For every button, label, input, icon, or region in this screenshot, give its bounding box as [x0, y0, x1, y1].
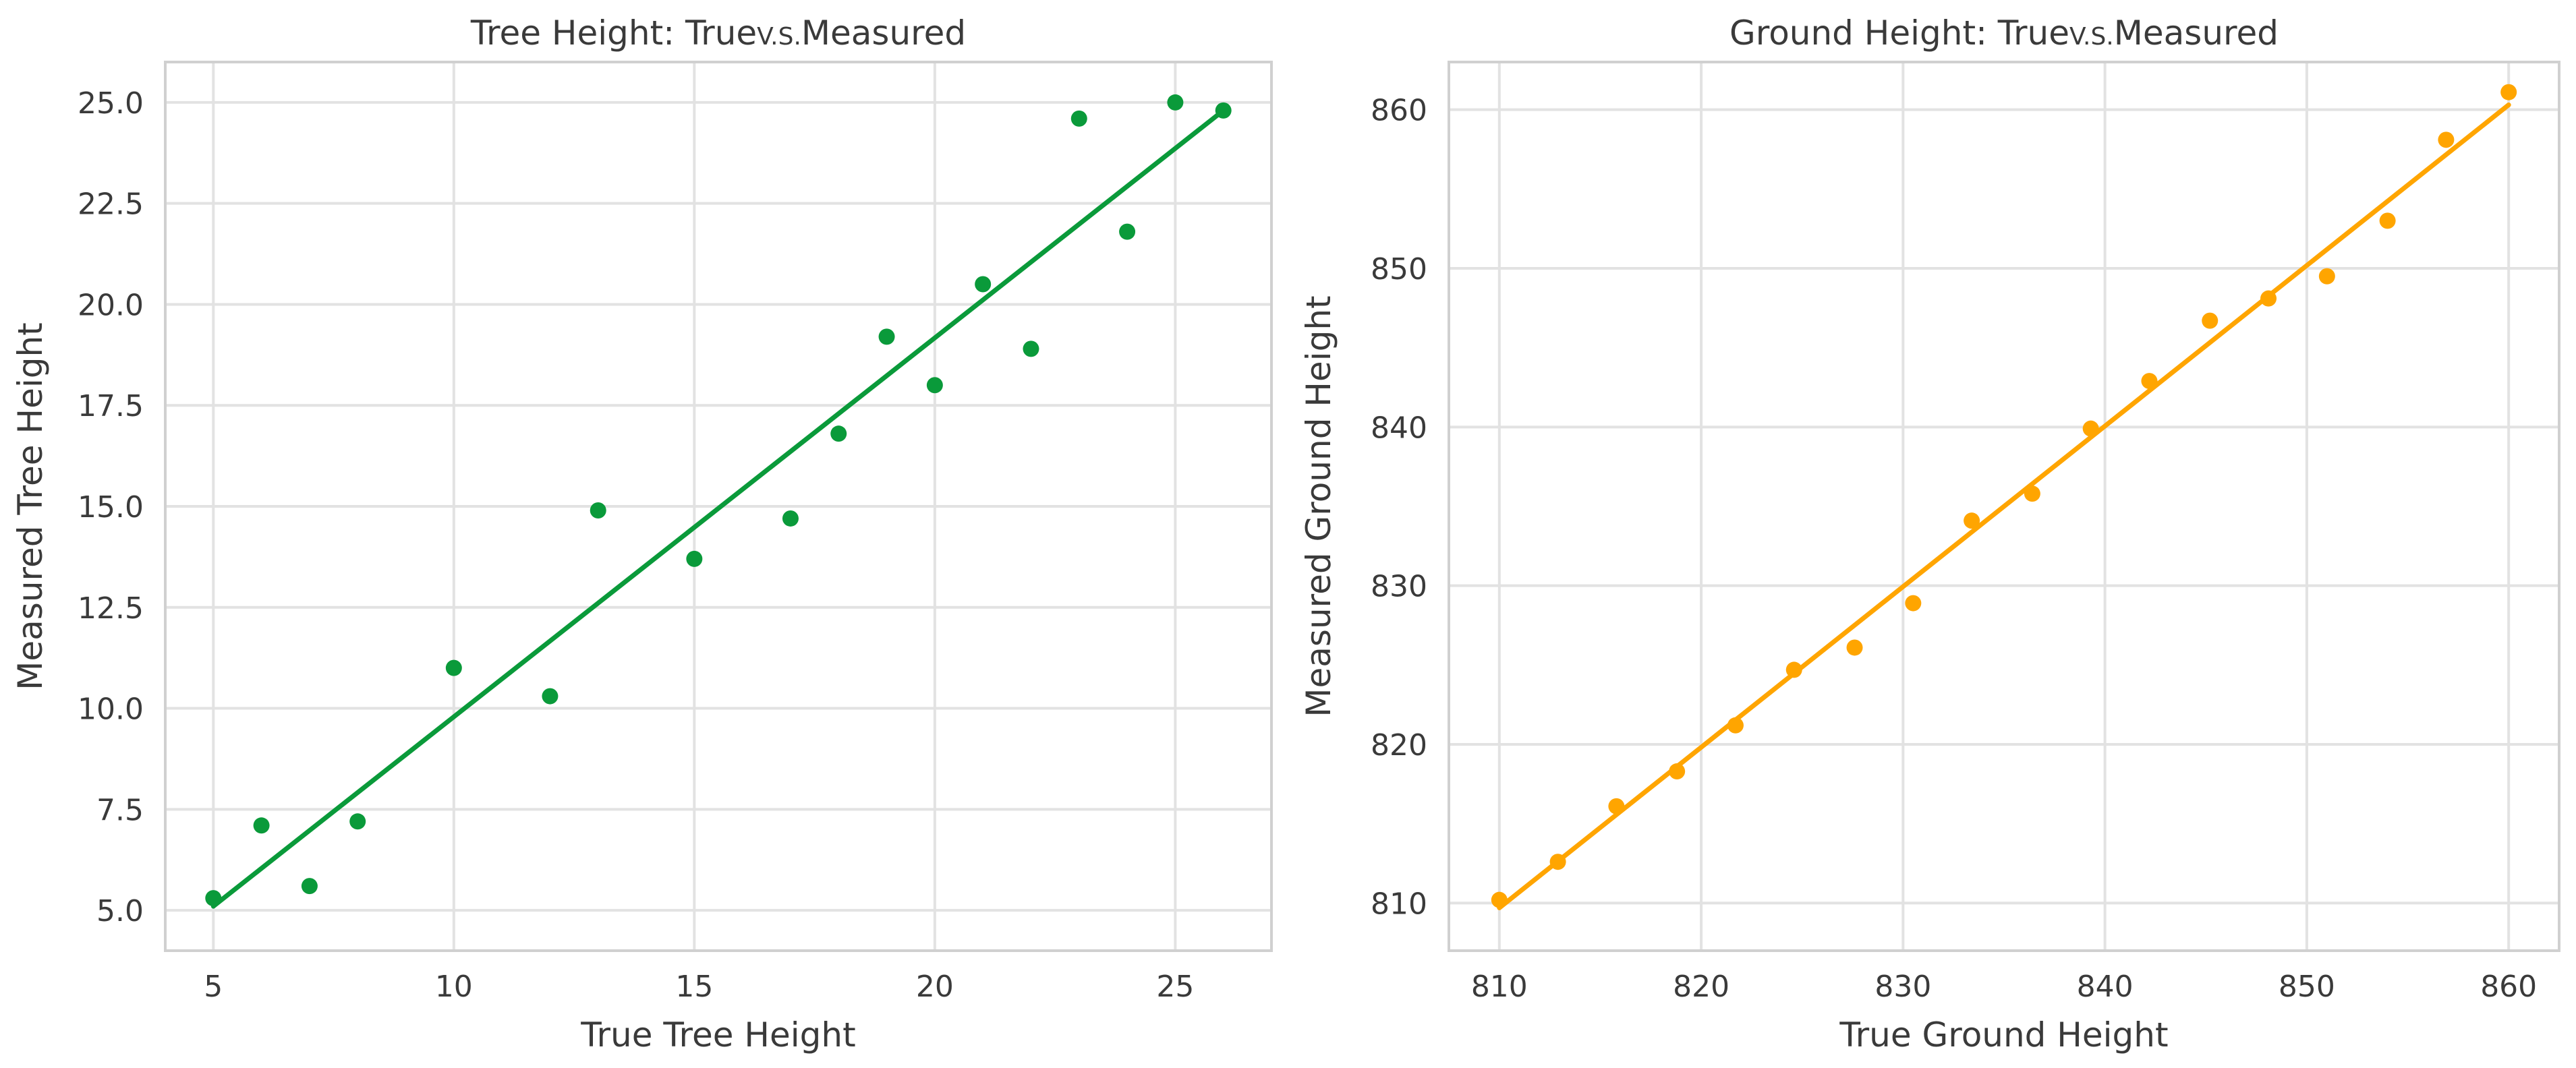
- data-point: [1167, 94, 1184, 111]
- title-main: Ground Height: True: [1729, 13, 2069, 53]
- y-axis-label: Measured Ground Height: [1299, 295, 1338, 717]
- data-point: [542, 688, 559, 705]
- data-point: [1023, 340, 1039, 357]
- data-point: [1669, 763, 1686, 780]
- chart-title: Tree Height: TrueV.S.Measured: [470, 13, 966, 53]
- y-tick-label: 830: [1371, 570, 1427, 604]
- title-main: Tree Height: True: [470, 13, 757, 53]
- chart-title: Ground Height: TrueV.S.Measured: [1729, 13, 2279, 53]
- data-point: [686, 550, 703, 567]
- data-point: [1964, 512, 1980, 529]
- data-point: [1608, 798, 1625, 814]
- x-tick-label: 25: [1156, 970, 1194, 1004]
- x-tick-label: 850: [2279, 970, 2335, 1004]
- data-point: [590, 502, 606, 518]
- data-point: [878, 328, 895, 345]
- x-tick-label: 830: [1874, 970, 1931, 1004]
- ground-height-chart: 810 820 830 840 850 860 810 820 830 840 850 860 Grou…: [1299, 13, 2560, 1055]
- x-tick-label: 810: [1471, 970, 1528, 1004]
- y-tick-label: 5.0: [96, 894, 144, 928]
- title-end: Measured: [2114, 13, 2279, 53]
- data-point: [2082, 420, 2099, 437]
- data-point: [445, 659, 462, 676]
- y-tick-label: 810: [1371, 887, 1427, 921]
- y-tick-label: 25.0: [78, 86, 144, 121]
- title-vs: V.S.: [757, 23, 801, 51]
- data-point: [2379, 212, 2396, 229]
- y-tick-label: 860: [1371, 94, 1427, 128]
- data-point: [2318, 268, 2335, 285]
- data-point: [1727, 717, 1744, 734]
- data-point: [1549, 854, 1566, 870]
- y-tick-label: 840: [1371, 411, 1427, 445]
- y-tick-label: 22.5: [78, 187, 144, 222]
- y-tick-label: 820: [1371, 728, 1427, 763]
- data-point: [1846, 639, 1863, 656]
- plot-frame: [164, 61, 1273, 952]
- y-tick-label: 15.0: [78, 490, 144, 525]
- y-tick-label: 7.5: [96, 793, 144, 827]
- x-axis-label: True Ground Height: [1839, 1015, 2168, 1055]
- x-tick-label: 15: [675, 970, 713, 1004]
- data-point: [1070, 110, 1087, 127]
- y-tick-label: 850: [1371, 252, 1427, 287]
- data-point: [1215, 102, 1232, 119]
- title-vs: V.S.: [2069, 23, 2114, 51]
- data-point: [205, 890, 222, 907]
- data-point: [2202, 312, 2219, 329]
- data-point: [2141, 373, 2158, 390]
- regression-line: [1497, 102, 2511, 910]
- ground-plot-area: 810 820 830 840 850 860 810 820 830 840 850 860 Grou…: [1299, 13, 2560, 1055]
- tree-height-chart: 5 10 15 20 25 5.0 7.5 10.0 12.5 15.0 17.5 20.0 22.5 2…: [11, 13, 1273, 1055]
- y-tick-label: 10.0: [78, 692, 144, 727]
- data-point: [1785, 661, 1802, 678]
- x-tick-label: 860: [2480, 970, 2537, 1004]
- y-tick-label: 17.5: [78, 389, 144, 423]
- data-point: [1119, 223, 1136, 240]
- x-tick-label: 5: [204, 970, 223, 1004]
- data-point: [926, 377, 943, 394]
- data-point: [782, 510, 799, 527]
- x-axis-label: True Tree Height: [580, 1015, 855, 1055]
- y-tick-label: 12.5: [78, 591, 144, 626]
- plot-frame: [1448, 61, 2560, 952]
- data-point: [253, 817, 270, 834]
- x-tick-label: 20: [916, 970, 954, 1004]
- x-tick-label: 840: [2077, 970, 2134, 1004]
- tree-plot-area: 5 10 15 20 25 5.0 7.5 10.0 12.5 15.0 17.5 20.0 22.5 2…: [11, 13, 1273, 1055]
- data-point: [2438, 131, 2455, 148]
- data-point: [2260, 290, 2277, 307]
- regression-line: [210, 108, 1226, 909]
- data-point: [975, 276, 992, 293]
- data-point: [2024, 485, 2040, 502]
- data-point: [1491, 891, 1508, 908]
- data-point: [830, 425, 847, 442]
- data-point: [1905, 595, 1922, 612]
- data-point: [349, 813, 366, 830]
- x-tick-label: 820: [1673, 970, 1729, 1004]
- x-tick-label: 10: [435, 970, 473, 1004]
- data-point: [2500, 84, 2517, 100]
- title-end: Measured: [801, 13, 966, 53]
- data-point: [301, 878, 318, 895]
- y-axis-label: Measured Tree Height: [11, 322, 50, 690]
- y-tick-label: 20.0: [78, 288, 144, 322]
